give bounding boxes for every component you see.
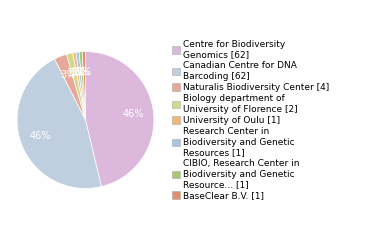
Text: 1%: 1% [72, 67, 87, 78]
Wedge shape [66, 53, 86, 120]
Wedge shape [82, 52, 86, 120]
Text: 1%: 1% [67, 68, 82, 78]
Legend: Centre for Biodiversity
Genomics [62], Canadian Centre for DNA
Barcoding [62], N: Centre for Biodiversity Genomics [62], C… [172, 40, 330, 200]
Wedge shape [76, 52, 86, 120]
Text: 1%: 1% [74, 67, 90, 77]
Wedge shape [79, 52, 86, 120]
Text: 1%: 1% [77, 67, 92, 77]
Wedge shape [55, 54, 86, 120]
Wedge shape [86, 52, 154, 186]
Text: 46%: 46% [30, 132, 51, 142]
Text: 46%: 46% [122, 109, 144, 120]
Wedge shape [73, 52, 86, 120]
Wedge shape [17, 59, 101, 188]
Text: 1%: 1% [70, 68, 85, 78]
Text: 3%: 3% [60, 71, 76, 80]
